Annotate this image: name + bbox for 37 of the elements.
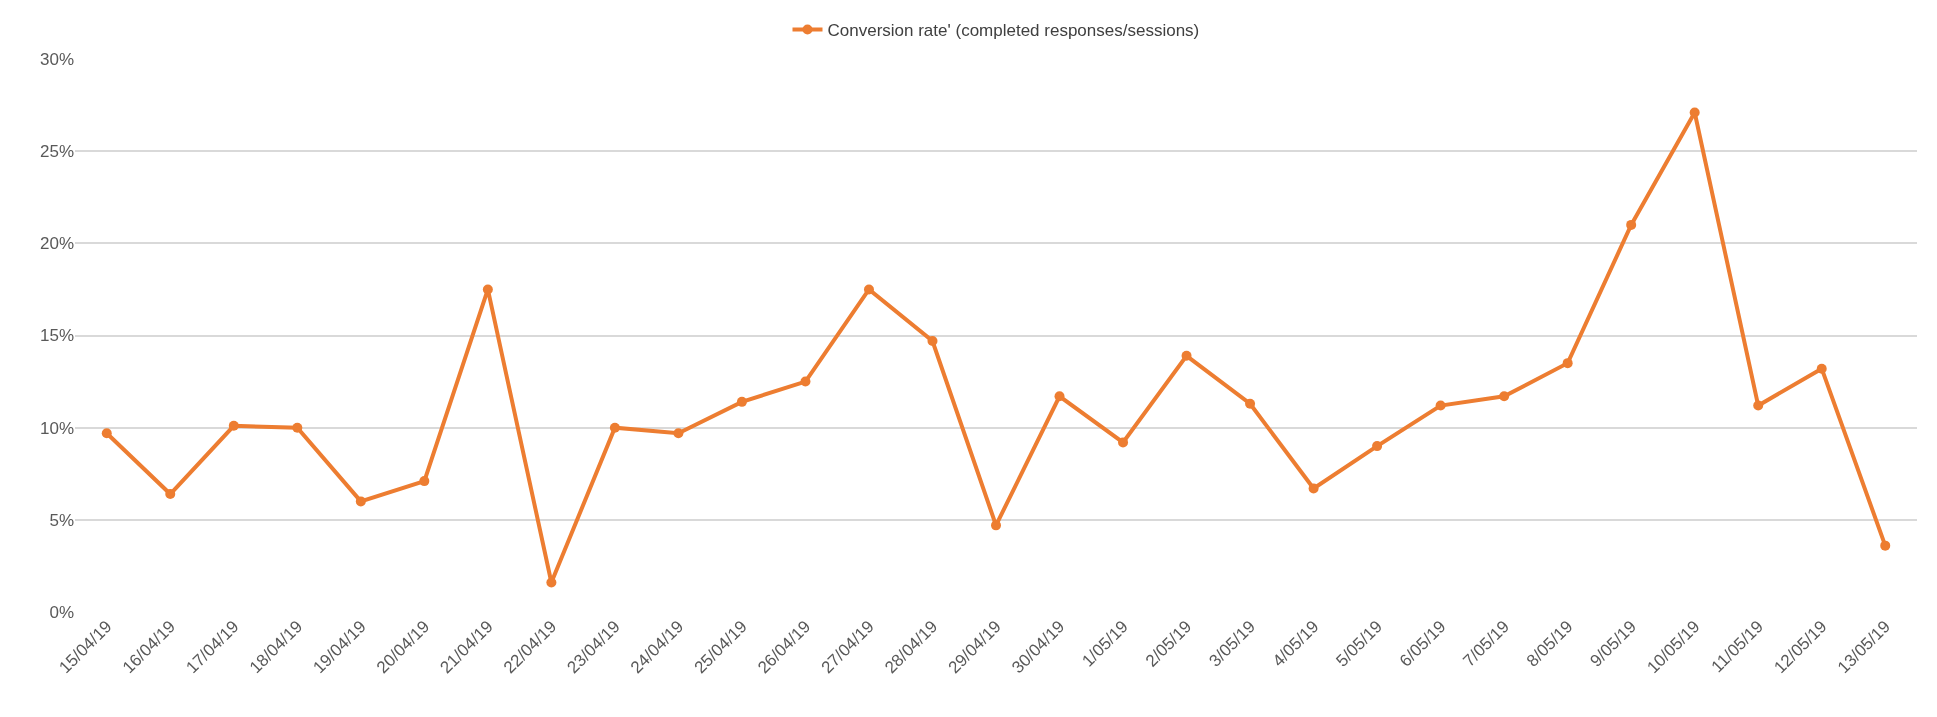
point [1372,441,1383,452]
y-tick-label: 15% [39,326,74,346]
point [1816,363,1827,374]
point [355,496,366,507]
y-tick-label: 10% [39,418,74,438]
y-tick-label: 5% [49,510,74,530]
point [1054,391,1065,402]
point [609,422,620,433]
point [546,577,557,588]
legend-label: Conversion rate' (completed responses/sessions) [827,21,1200,41]
y-tick-label: 25% [39,142,74,162]
point [101,428,112,439]
point [1562,358,1573,369]
point [1880,540,1891,551]
point [1689,107,1700,118]
point [228,420,239,431]
point [736,396,747,407]
point [292,422,303,433]
point [1308,483,1319,494]
point [1499,391,1510,402]
point [927,336,938,347]
point [1753,400,1764,411]
point [991,520,1001,531]
point [1118,437,1129,448]
y-tick-label: 0% [49,602,74,622]
point [1245,398,1256,409]
point [165,489,176,500]
point [482,284,493,295]
point [419,476,430,487]
y-tick-label: 20% [39,234,74,254]
point [1626,219,1637,230]
y-tick-label: 30% [39,49,74,69]
point [800,376,811,387]
point [1181,350,1192,361]
point [1435,400,1446,411]
point [673,428,684,439]
point [863,284,874,295]
